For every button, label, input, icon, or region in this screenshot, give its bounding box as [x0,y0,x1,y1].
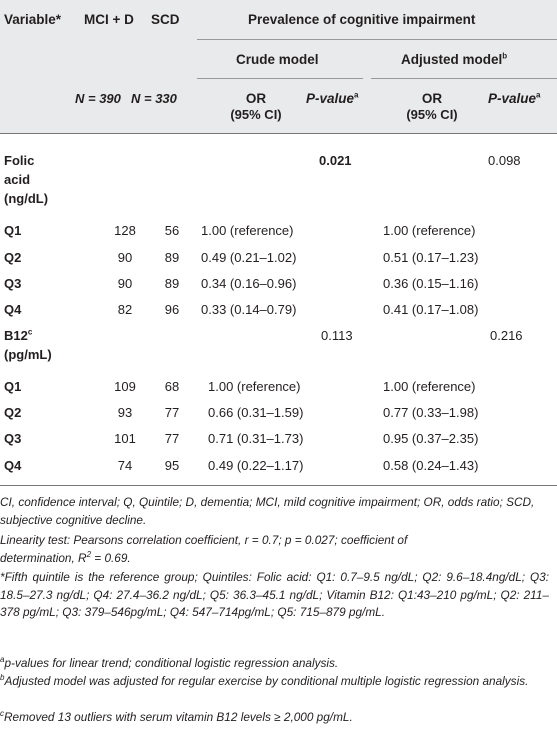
header-mci-d: MCI + D [84,12,134,27]
footnote-c: cRemoved 13 outliers with serum vitamin … [0,709,353,724]
row-adj-or: 0.77 (0.33–1.98) [383,405,479,420]
rule-prevalence [197,39,557,40]
section-label-folic-1: Folic [4,153,35,168]
row-scd: 89 [164,276,180,291]
section-label-folic-3: (ng/dL) [4,191,49,206]
row-crude-or: 1.00 (reference) [208,379,301,394]
row-scd: 56 [164,223,180,238]
row-q: Q3 [4,431,22,446]
rule-table-bottom [0,485,557,486]
row-mci: 82 [117,302,133,317]
header-crude-or: OR [245,91,267,106]
row-crude-or: 0.34 (0.16–0.96) [201,276,297,291]
header-adj-pvalue: P-valuea [488,90,541,106]
row-adj-or: 1.00 (reference) [383,379,476,394]
row-q: Q4 [4,458,22,473]
section-label-folic-2: acid [4,172,31,187]
header-adj-or: OR [421,91,443,106]
row-crude-or: 0.49 (0.21–1.02) [201,250,297,265]
footnote-linearity: Linearity test: Pearsons correlation coe… [0,533,408,565]
row-mci: 109 [114,379,136,394]
section-folic-crude-p: 0.021 [319,153,352,168]
row-crude-or: 0.49 (0.22–1.17) [208,458,304,473]
header-adj-or-ci: (95% CI) [406,107,458,122]
header-adjusted-model: Adjusted modelb [401,51,508,67]
row-scd: 68 [164,379,180,394]
header-band [0,0,557,133]
row-adj-or: 0.95 (0.37–2.35) [383,431,479,446]
section-label-b12-2: (pg/mL) [4,347,52,362]
header-variable: Variable* [4,12,62,27]
row-q: Q1 [4,223,22,238]
row-q: Q3 [4,276,22,291]
row-crude-or: 0.33 (0.14–0.79) [201,302,297,317]
section-folic-adj-p: 0.098 [488,153,521,168]
row-mci: 101 [114,431,136,446]
header-crude-model: Crude model [236,52,319,67]
section-b12-crude-p: 0.113 [321,328,353,343]
row-adj-or: 1.00 (reference) [383,223,476,238]
header-crude-or-ci: (95% CI) [230,107,282,122]
row-scd: 95 [164,458,180,473]
row-adj-or: 0.51 (0.17–1.23) [383,250,479,265]
footnote-b: bAdjusted model was adjusted for regular… [0,673,529,688]
row-scd: 77 [164,431,180,446]
rule-header-bottom [0,133,557,134]
header-n-mci: N = 390 [75,91,121,106]
header-crude-pvalue: P-valuea [306,90,359,106]
row-mci: 74 [117,458,133,473]
row-q: Q2 [4,405,22,420]
row-adj-or: 0.41 (0.17–1.08) [383,302,479,317]
row-crude-or: 0.66 (0.31–1.59) [208,405,304,420]
header-n-scd: N = 330 [131,91,177,106]
header-prevalence: Prevalence of cognitive impairment [248,12,476,27]
row-mci: 128 [114,223,136,238]
row-crude-or: 0.71 (0.31–1.73) [208,431,304,446]
row-q: Q4 [4,302,22,317]
row-scd: 96 [164,302,180,317]
rule-crude [197,78,363,79]
section-b12-adj-p: 0.216 [490,328,523,343]
row-mci: 93 [117,405,133,420]
row-adj-or: 0.58 (0.24–1.43) [383,458,479,473]
row-mci: 90 [117,276,133,291]
row-mci: 90 [117,250,133,265]
footnote-abbreviations: CI, confidence interval; Q, Quintile; D,… [0,495,535,527]
row-q: Q2 [4,250,22,265]
footnote-quintiles: *Fifth quintile is the reference group; … [0,570,549,619]
section-label-b12-1: B12c [4,327,33,343]
row-scd: 77 [164,405,180,420]
row-crude-or: 1.00 (reference) [201,223,294,238]
header-scd: SCD [151,12,180,27]
row-q: Q1 [4,379,22,394]
footnote-a: ap-values for linear trend; conditional … [0,655,339,670]
row-scd: 89 [164,250,180,265]
row-adj-or: 0.36 (0.15–1.16) [383,276,479,291]
rule-adjusted [371,78,557,79]
